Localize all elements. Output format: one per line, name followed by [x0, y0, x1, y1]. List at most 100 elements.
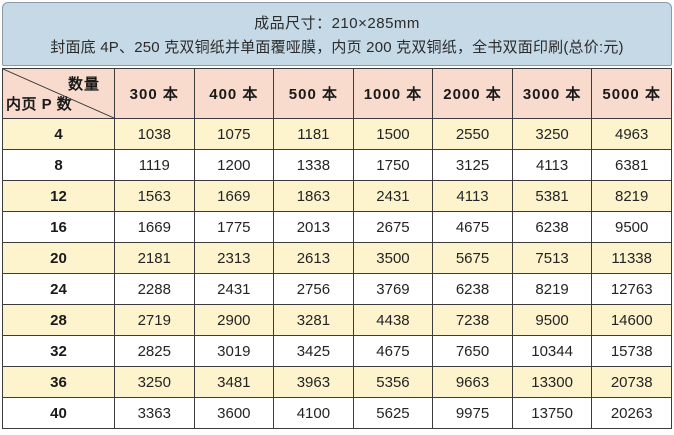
price-cell: 3019: [193, 335, 275, 367]
price-cell: 9663: [432, 366, 513, 398]
price-cell: 3250: [511, 118, 593, 150]
price-cell: 3769: [352, 273, 434, 305]
table-row: 36 3250 3481 3963 5356 9663 13300 20738: [2, 366, 672, 398]
price-cell: 3600: [193, 397, 275, 429]
price-cell: 2288: [114, 273, 195, 305]
price-cell: 3425: [273, 335, 354, 367]
price-cell: 3363: [114, 397, 195, 429]
price-cell: 1863: [273, 180, 354, 212]
price-cell: 8219: [511, 273, 593, 305]
price-cell: 1669: [114, 211, 195, 243]
row-label-pages: 24: [2, 273, 115, 305]
price-cell: 3481: [193, 366, 275, 398]
price-cell: 5625: [352, 397, 434, 429]
price-cell: 2431: [352, 180, 434, 212]
row-label-pages: 40: [2, 397, 115, 429]
table-row: 24 2288 2431 2756 3769 6238 8219 12763: [2, 273, 672, 305]
row-label-pages: 12: [2, 180, 115, 212]
price-table: 数量 内页 P 数 300 本 400 本 500 本 1000 本 2000 本 300…: [2, 68, 672, 429]
price-cell: 3125: [432, 149, 513, 181]
price-cell: 1181: [273, 118, 354, 150]
column-header: 400 本: [193, 68, 275, 119]
price-cell: 2613: [273, 242, 354, 274]
price-cell: 12763: [591, 273, 672, 305]
price-cell: 13750: [511, 397, 593, 429]
price-cell: 1038: [114, 118, 195, 150]
price-cell: 6381: [591, 149, 672, 181]
column-header: 2000 本: [432, 68, 513, 119]
price-cell: 3963: [273, 366, 354, 398]
price-cell: 14600: [591, 304, 672, 336]
price-cell: 2313: [193, 242, 275, 274]
price-cell: 2431: [193, 273, 275, 305]
price-cell: 2013: [273, 211, 354, 243]
price-cell: 10344: [511, 335, 593, 367]
price-cell: 1669: [193, 180, 275, 212]
price-cell: 4113: [432, 180, 513, 212]
column-header: 3000 本: [511, 68, 593, 119]
price-cell: 13300: [511, 366, 593, 398]
price-cell: 9500: [511, 304, 593, 336]
price-cell: 1338: [273, 149, 354, 181]
price-cell: 7650: [432, 335, 513, 367]
price-cell: 5675: [432, 242, 513, 274]
column-header: 5000 本: [591, 68, 672, 119]
price-cell: 2181: [114, 242, 195, 274]
price-cell: 15738: [591, 335, 672, 367]
price-cell: 9975: [432, 397, 513, 429]
price-cell: 3281: [273, 304, 354, 336]
price-cell: 4100: [273, 397, 354, 429]
price-cell: 1500: [352, 118, 434, 150]
price-cell: 4675: [352, 335, 434, 367]
price-cell: 4675: [432, 211, 513, 243]
spec-banner: 成品尺寸：210×285mm 封面底 4P、250 克双铜纸并单面覆哑膜，内页 …: [2, 2, 672, 66]
price-cell: 11338: [591, 242, 672, 274]
price-cell: 6238: [511, 211, 593, 243]
table-row: 8 1119 1200 1338 1750 3125 4113 6381: [2, 149, 672, 181]
table-header-row: 数量 内页 P 数 300 本 400 本 500 本 1000 本 2000 本 300…: [2, 68, 672, 119]
paper-spec-text: 封面底 4P、250 克双铜纸并单面覆哑膜，内页 200 克双铜纸，全书双面印刷…: [50, 38, 624, 56]
price-cell: 1075: [193, 118, 275, 150]
table-row: 40 3363 3600 4100 5625 9975 13750 20263: [2, 397, 672, 429]
price-cell: 2900: [193, 304, 275, 336]
price-cell: 20738: [591, 366, 672, 398]
product-size-text: 成品尺寸：210×285mm: [254, 14, 420, 32]
column-header: 300 本: [114, 68, 195, 119]
price-cell: 5356: [352, 366, 434, 398]
price-cell: 4113: [511, 149, 593, 181]
table-row: 20 2181 2313 2613 3500 5675 7513 11338: [2, 242, 672, 274]
price-cell: 2719: [114, 304, 195, 336]
row-label-pages: 36: [2, 366, 115, 398]
price-cell: 5381: [511, 180, 593, 212]
row-label-pages: 20: [2, 242, 115, 274]
price-cell: 3250: [114, 366, 195, 398]
price-cell: 9500: [591, 211, 672, 243]
row-label-pages: 4: [2, 118, 115, 150]
table-row: 12 1563 1669 1863 2431 4113 5381 8219: [2, 180, 672, 212]
price-cell: 1119: [114, 149, 195, 181]
row-label-pages: 16: [2, 211, 115, 243]
table-body: 4 1038 1075 1181 1500 2550 3250 4963 8 1119 1200 13…: [2, 118, 672, 429]
price-cell: 2756: [273, 273, 354, 305]
table-row: 28 2719 2900 3281 4438 7238 9500 14600: [2, 304, 672, 336]
column-header: 1000 本: [352, 68, 434, 119]
corner-header-cell: 数量 内页 P 数: [2, 68, 115, 119]
row-label-pages: 28: [2, 304, 115, 336]
row-label-pages: 8: [2, 149, 115, 181]
column-header: 500 本: [273, 68, 354, 119]
price-cell: 6238: [432, 273, 513, 305]
table-row: 4 1038 1075 1181 1500 2550 3250 4963: [2, 118, 672, 150]
price-cell: 4438: [352, 304, 434, 336]
price-cell: 7238: [432, 304, 513, 336]
price-cell: 1775: [193, 211, 275, 243]
price-cell: 20263: [591, 397, 672, 429]
price-cell: 2825: [114, 335, 195, 367]
price-cell: 3500: [352, 242, 434, 274]
row-label-pages: 32: [2, 335, 115, 367]
quantity-axis-label: 数量: [67, 76, 100, 93]
price-cell: 2550: [432, 118, 513, 150]
price-cell: 1200: [193, 149, 275, 181]
table-row: 16 1669 1775 2013 2675 4675 6238 9500: [2, 211, 672, 243]
price-cell: 4963: [591, 118, 672, 150]
